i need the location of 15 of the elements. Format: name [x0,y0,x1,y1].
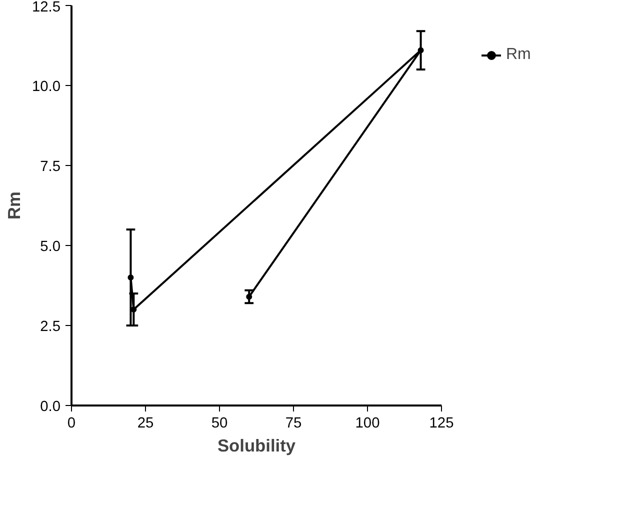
y-tick-label: 2.5 [40,319,60,335]
y-tick-label: 0.0 [40,399,60,415]
y-tick-label: 7.5 [40,159,60,175]
x-tick-label: 0 [67,416,76,432]
x-tick-label: 50 [211,416,228,432]
y-tick-label: 12.5 [32,0,61,16]
y-axis-title: Rm [4,192,24,220]
x-tick-label: 25 [137,416,154,432]
y-tick-label: 5.0 [40,239,60,255]
x-tick-label: 100 [355,416,380,432]
x-axis-title: Solubility [218,436,296,456]
x-tick-label: 125 [429,416,454,432]
legend-label: Rm [506,46,531,64]
x-tick-label: 75 [285,416,302,432]
y-tick-label: 10.0 [32,79,61,95]
